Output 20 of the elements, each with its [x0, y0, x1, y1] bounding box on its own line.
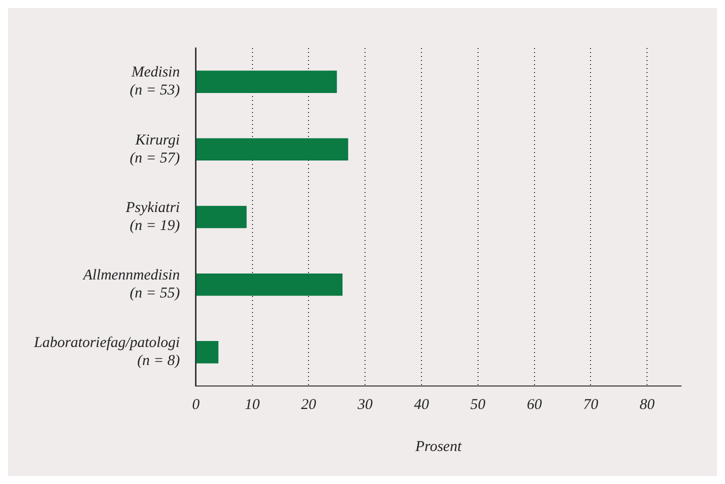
x-tick-label: 40 [414, 396, 430, 413]
x-tick-label: 50 [470, 396, 486, 413]
x-axis-title: Prosent [414, 438, 462, 455]
x-tick-label: 80 [640, 396, 656, 413]
x-tick-label: 60 [526, 396, 542, 413]
x-tick-label: 30 [356, 396, 374, 413]
bar [196, 206, 247, 228]
y-tick-label: Allmennmedisin (n = 55) [82, 268, 180, 302]
x-tick-label: 10 [244, 396, 260, 413]
y-tick-label: Psykiatri (n = 19) [124, 200, 180, 234]
bar [196, 70, 337, 93]
bar [196, 138, 348, 161]
bar [196, 341, 218, 364]
y-tick-label: Medisin (n = 53) [130, 64, 180, 99]
x-tick-label: 20 [301, 396, 317, 413]
y-tick-label: Kirurgi (n = 57) [130, 132, 180, 166]
bar [196, 273, 343, 296]
x-tick-label: 70 [583, 396, 599, 413]
y-tick-label: Laboratoriefag/patologi (n = 8) [32, 335, 180, 370]
x-tick-label: 0 [192, 396, 200, 413]
